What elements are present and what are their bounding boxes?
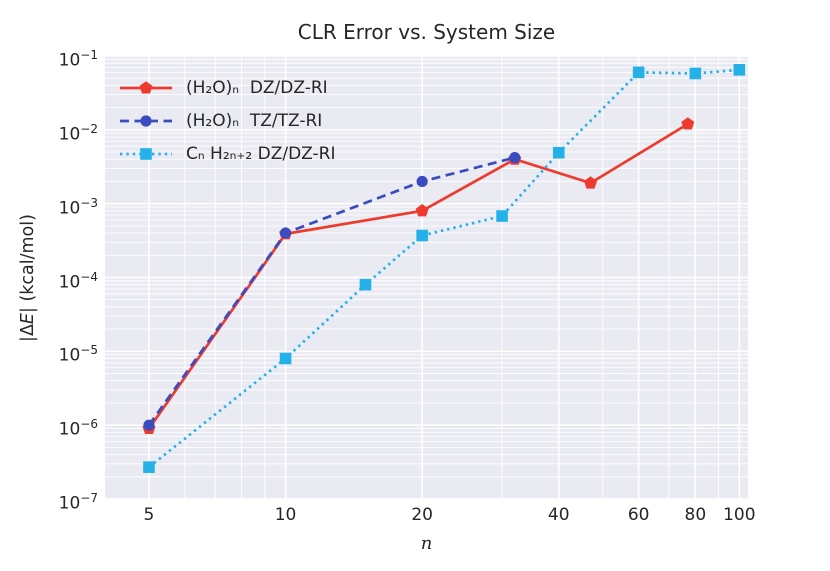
x-tick-label: 5	[143, 505, 155, 525]
y-tick-label: 10−2	[58, 121, 98, 145]
y-label-variable: E	[18, 313, 38, 325]
x-tick-label: 40	[547, 505, 570, 525]
y-tick-label: 10−6	[58, 417, 98, 440]
square-marker-icon	[120, 147, 172, 160]
legend-item-1: (H₂O)ₙ TZ/TZ-RI	[119, 104, 335, 137]
legend-item-2: Cₙ H₂ₙ₊₂ DZ/DZ-RI	[119, 137, 335, 170]
y-tick-label: 10−1	[58, 48, 98, 71]
x-tick-label: 20	[411, 505, 433, 525]
y-tick-label: 10−7	[58, 491, 98, 514]
legend: (H₂O)ₙ DZ/DZ-RI (H₂O)ₙ TZ/TZ-RI Cₙ H₂ₙ₊₂ D…	[119, 71, 335, 170]
pentagon-marker-icon	[120, 80, 172, 93]
x-tick-label: 60	[627, 505, 650, 525]
legend-item-0: (H₂O)ₙ DZ/DZ-RI	[119, 71, 335, 104]
chart-title: CLR Error vs. System Size	[297, 20, 556, 44]
gridlines	[105, 55, 748, 500]
x-tick-label: 10	[274, 505, 297, 525]
x-tick-label: 100	[723, 505, 756, 525]
series-1	[143, 152, 521, 431]
y-tick-label: 10−4	[58, 269, 98, 293]
circle-marker-icon	[120, 114, 172, 127]
legend-label: (H₂O)ₙ DZ/DZ-RI	[186, 77, 328, 98]
legend-label: Cₙ H₂ₙ₊₂ DZ/DZ-RI	[186, 143, 336, 164]
y-tick-label: 10−5	[58, 343, 98, 366]
legend-label: (H₂O)ₙ TZ/TZ-RI	[186, 110, 323, 131]
y-label-suffix: | (kcal/mol)	[18, 214, 38, 314]
series-group	[142, 64, 746, 473]
x-tick-label: 80	[684, 505, 707, 525]
x-axis-label: n	[420, 533, 433, 554]
y-tick-label: 10−3	[58, 195, 98, 219]
series-2	[143, 64, 746, 473]
